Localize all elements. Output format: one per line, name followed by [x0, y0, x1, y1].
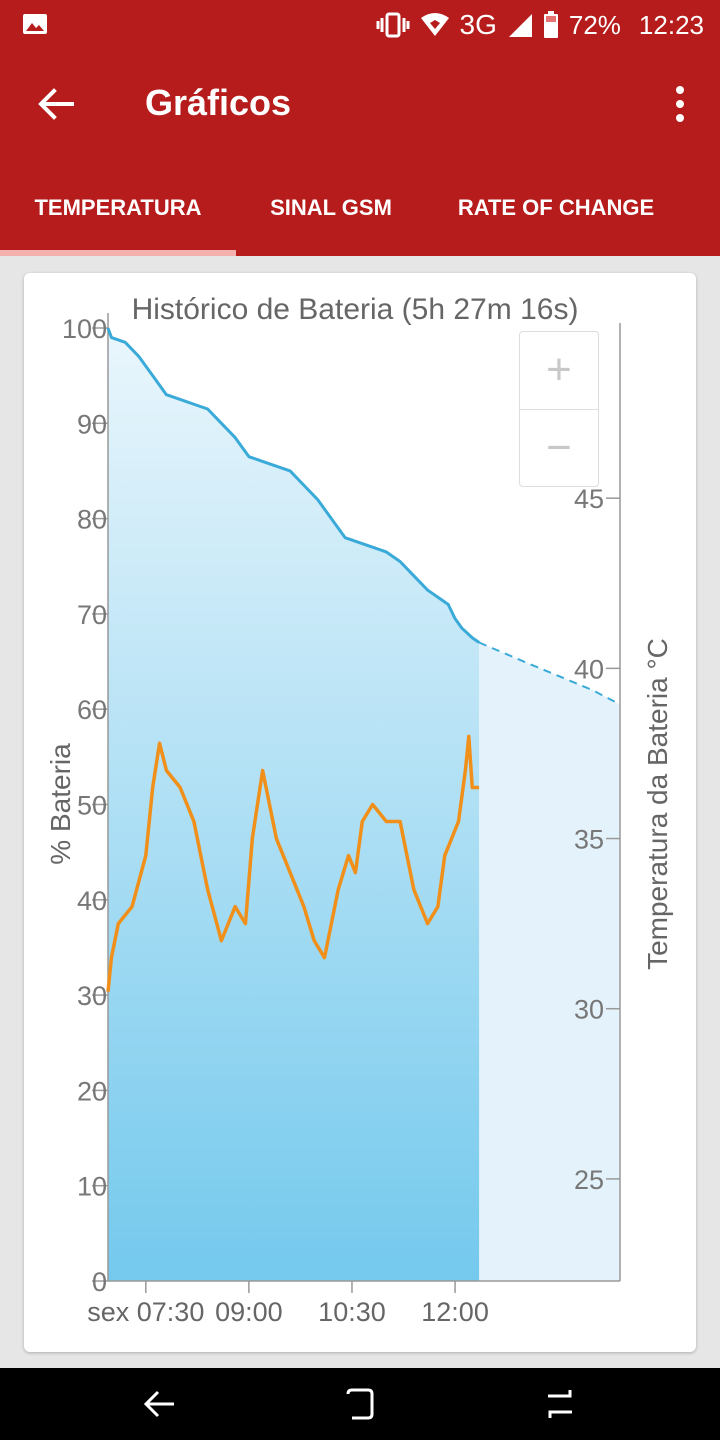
plus-icon: + — [546, 345, 572, 394]
projected-area — [479, 642, 620, 1281]
tab-label: SINAL GSM — [270, 195, 392, 220]
minus-icon: − — [546, 423, 572, 472]
x-tick-label: 12:00 — [421, 1297, 489, 1327]
network-type: 3G — [459, 9, 497, 40]
y-tick-label: 70 — [77, 600, 107, 630]
vibrate-icon — [376, 12, 410, 38]
battery-percent: 72% — [568, 9, 621, 40]
battery-series-line — [106, 327, 480, 644]
battery-estimate-line — [478, 641, 621, 706]
chart-title: Histórico de Bateria (5h 27m 16s) — [132, 293, 579, 326]
x-tick-label: 10:30 — [318, 1297, 386, 1327]
tab-label: RATE OF CHANGE — [457, 195, 655, 220]
wifi-icon — [420, 13, 449, 36]
tab-label: TEMPERATURA — [34, 195, 202, 220]
y-tick-label: 30 — [77, 981, 107, 1011]
nav-home-icon[interactable] — [340, 1386, 380, 1422]
y2-tick-label: 25 — [574, 1165, 604, 1195]
nav-recents-icon[interactable] — [540, 1386, 580, 1422]
y2-tick-label: 40 — [574, 654, 604, 684]
temperature-series-line — [106, 734, 480, 992]
y-tick-label: 50 — [77, 791, 107, 821]
clock: 12:23 — [638, 9, 704, 40]
battery-icon — [543, 11, 558, 38]
y2-tick-label: 45 — [574, 484, 604, 514]
back-arrow-icon[interactable] — [36, 84, 76, 124]
image-notification-icon — [23, 14, 47, 34]
x-tick-label: 09:00 — [215, 1297, 283, 1327]
tab-selected-indicator — [0, 250, 236, 256]
page-title: Gráficos — [145, 82, 292, 123]
tab-temperatura[interactable]: TEMPERATURA — [0, 160, 236, 256]
status-icons: 3G 72% 12:23 — [376, 8, 704, 42]
y-tick-label: 80 — [77, 505, 107, 535]
battery-history-chart[interactable]: 0 10 20 30 40 50 60 70 80 90 100 25 30 35 40 45 sex 07:3… — [24, 273, 696, 1352]
y-tick-label: 20 — [77, 1076, 107, 1106]
y-tick-label: 90 — [77, 409, 107, 439]
y-tick-label: 10 — [77, 1172, 107, 1202]
signal-icon — [508, 14, 532, 37]
nav-back-icon[interactable] — [140, 1386, 180, 1422]
system-nav-bar — [0, 1368, 720, 1440]
tab-bar: TEMPERATURA SINAL GSM RATE OF CHANGE — [0, 160, 720, 256]
y-tick-label: 100 — [62, 314, 107, 344]
tab-rate-of-change[interactable]: RATE OF CHANGE — [426, 160, 686, 256]
zoom-in-button[interactable]: + — [520, 332, 598, 408]
chart-card: 0 10 20 30 40 50 60 70 80 90 100 25 30 35 40 45 sex 07:3… — [24, 273, 696, 1352]
x-tick-label: sex 07:30 — [87, 1297, 204, 1327]
y-axis-label: % Bateria — [45, 743, 76, 865]
zoom-out-button[interactable]: − — [520, 409, 598, 486]
y2-axis-label: Temperatura da Bateria °C — [642, 638, 673, 970]
y2-tick-label: 35 — [574, 825, 604, 855]
tab-sinal-gsm[interactable]: SINAL GSM — [236, 160, 426, 256]
zoom-controls: + − — [519, 331, 599, 487]
y-tick-label: 0 — [92, 1267, 107, 1297]
status-bar: 3G 72% 12:23 — [0, 0, 720, 50]
y-tick-label: 40 — [77, 886, 107, 916]
y-tick-label: 60 — [77, 695, 107, 725]
app-bar: Gráficos — [0, 50, 720, 160]
y2-tick-label: 30 — [574, 995, 604, 1025]
more-options-icon[interactable] — [670, 84, 690, 124]
battery-area — [108, 328, 480, 1281]
